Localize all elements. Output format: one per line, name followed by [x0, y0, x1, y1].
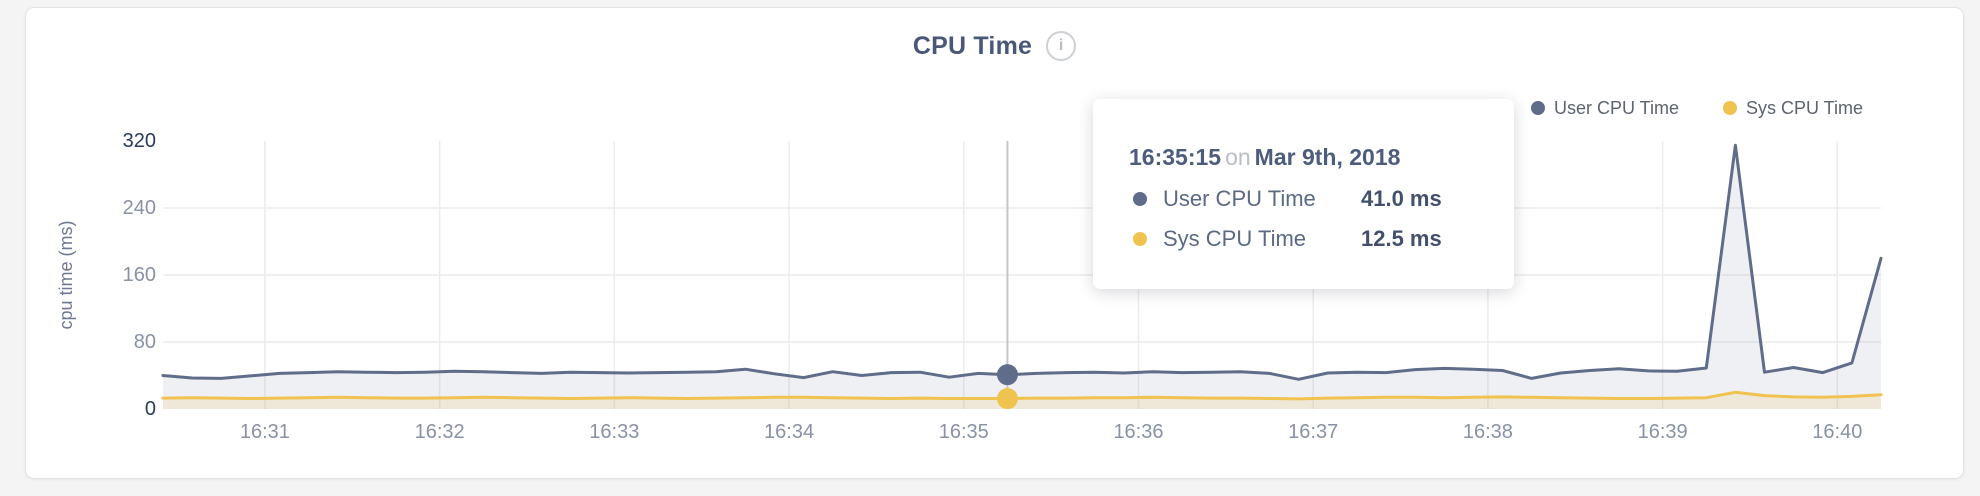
sys-series-area — [163, 392, 1881, 409]
chart-tooltip: 16:35:15 on Mar 9th, 2018 User CPU Time 41.… — [1093, 99, 1514, 289]
legend-label: Sys CPU Time — [1745, 97, 1863, 118]
y-tick-label: 240 — [122, 197, 156, 219]
legend-label: User CPU Time — [1553, 97, 1679, 118]
y-tick-label: 160 — [122, 264, 156, 286]
sys-series-line — [161, 390, 1883, 401]
chart-header: CPU Time i — [26, 31, 1963, 61]
plot-area[interactable] — [161, 141, 1883, 410]
info-icon[interactable]: i — [1046, 31, 1077, 61]
y-tick-label: 0 — [144, 398, 156, 420]
tooltip-conjunction: on — [1225, 144, 1251, 170]
x-tick-label: 16:38 — [1462, 421, 1513, 443]
x-tick-label: 16:32 — [414, 421, 465, 443]
x-tick-label: 16:39 — [1637, 421, 1688, 443]
y-tick-label: 80 — [133, 331, 156, 353]
legend: User CPU Time Sys CPU Time — [1530, 97, 1863, 119]
legend-item-sys[interactable]: Sys CPU Time — [1722, 97, 1863, 119]
tooltip-row-label: User CPU Time — [1163, 186, 1316, 211]
x-tick-label: 16:36 — [1113, 421, 1164, 443]
x-tick-label: 16:40 — [1812, 421, 1863, 443]
legend-item-user[interactable]: User CPU Time — [1530, 97, 1679, 119]
tooltip-row: User CPU Time 41.0 ms — [1093, 185, 1514, 213]
hover-dot-user — [996, 364, 1018, 386]
x-tick-label: 16:37 — [1288, 421, 1339, 443]
chart-title: CPU Time — [912, 31, 1033, 60]
x-tick-label: 16:34 — [764, 421, 815, 443]
tooltip-row-value: 41.0 ms — [1361, 186, 1442, 211]
tooltip-series-dot-icon — [1133, 232, 1147, 246]
y-tick-label: 320 — [122, 130, 156, 152]
tooltip-row: Sys CPU Time 12.5 ms — [1093, 225, 1514, 253]
tooltip-row-value: 12.5 ms — [1361, 226, 1442, 251]
user-series-line — [161, 143, 1883, 381]
user-series-area — [163, 145, 1881, 409]
x-tick-label: 16:33 — [589, 421, 640, 443]
hover-dot-sys — [996, 388, 1018, 410]
chart-card: CPU Time i User CPU Time Sys CPU Time cpu… — [25, 7, 1964, 479]
tooltip-series-dot-icon — [1133, 192, 1147, 206]
tooltip-row-label: Sys CPU Time — [1163, 226, 1307, 251]
tooltip-header: 16:35:15 on Mar 9th, 2018 — [1129, 143, 1400, 171]
legend-dot-icon — [1722, 101, 1737, 115]
x-tick-label: 16:35 — [938, 421, 989, 443]
x-tick-label: 16:31 — [239, 421, 290, 443]
tooltip-date: Mar 9th, 2018 — [1254, 144, 1401, 170]
legend-dot-icon — [1530, 101, 1545, 115]
tooltip-time: 16:35:15 — [1129, 144, 1222, 170]
